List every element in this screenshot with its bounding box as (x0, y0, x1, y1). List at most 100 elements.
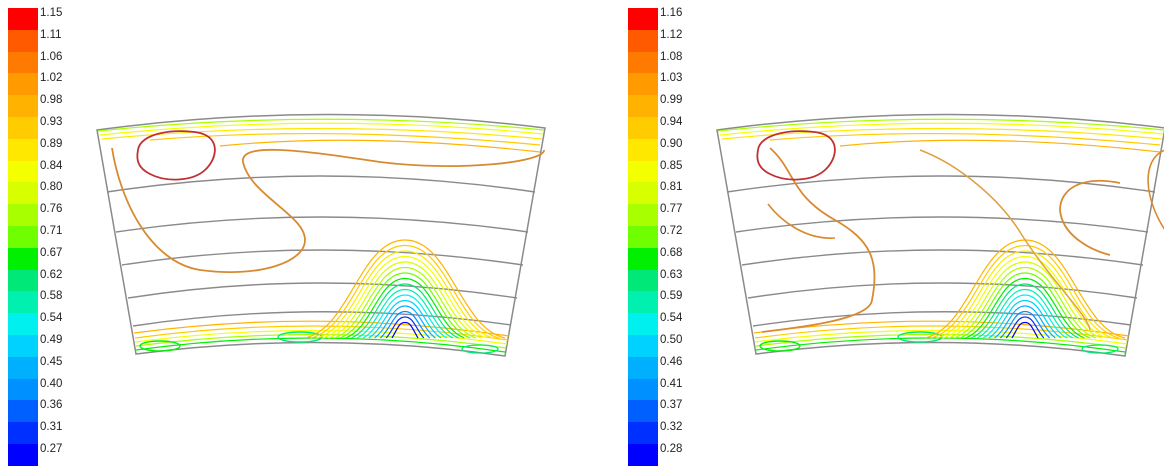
colorbar-tick-label: 1.16 (660, 7, 683, 19)
colorbar-tick-label: 0.76 (40, 203, 63, 216)
colorbar-swatch (8, 335, 38, 358)
colorbar-tick-label: 0.37 (660, 399, 683, 412)
colorbar-swatch (628, 335, 658, 358)
contour-line (754, 325, 1129, 341)
contour-blob (759, 340, 801, 352)
colorbar-tick-label: 0.80 (40, 181, 63, 194)
colorbar-swatch (8, 95, 38, 118)
contour-line-mid (1147, 149, 1164, 230)
colorbar-swatch (8, 160, 38, 183)
contour-line (149, 132, 541, 146)
contour-line-high (756, 130, 836, 181)
contour-blob (277, 331, 323, 343)
grid-arc (132, 311, 512, 327)
contour-line (328, 261, 482, 339)
contour-line (755, 337, 1126, 353)
colorbar-tick-label: 0.90 (660, 137, 683, 150)
colorbar-tick-label: 0.36 (40, 399, 63, 412)
contour-line (976, 288, 1074, 339)
contour-line (101, 127, 543, 140)
colorbar-tick-label: 0.31 (40, 421, 63, 434)
contour-line (322, 255, 488, 339)
colorbar-swatch (8, 313, 38, 336)
contour-plot-right (716, 113, 1164, 357)
colorbar-swatch (8, 117, 38, 140)
contour-line (936, 250, 1114, 339)
contour-line (133, 320, 510, 337)
grid-arc (752, 311, 1132, 327)
colorbar-swatch (8, 182, 38, 205)
colorbar-swatch (628, 138, 658, 162)
contour-line (219, 139, 541, 153)
colorbar-tick-label: 1.12 (660, 28, 683, 41)
colorbar-swatch (8, 73, 38, 96)
colorbar-tick-label: 1.08 (660, 50, 683, 63)
colorbar-tick-label: 0.89 (40, 137, 63, 150)
colorbar-swatch (628, 378, 658, 401)
colorbar-swatch (628, 8, 658, 31)
contour-plot-left (96, 113, 546, 357)
colorbar-swatch (628, 95, 658, 118)
contour-line (304, 239, 506, 339)
colorbar-tick-label: 0.93 (40, 116, 63, 128)
grid-arc (741, 249, 1144, 266)
colorbar-swatch (8, 29, 38, 53)
colorbar-tick-label: 1.02 (40, 72, 63, 85)
grid-arc (106, 175, 536, 193)
colorbar-swatch (628, 182, 658, 205)
contour-line (351, 283, 459, 339)
colorbar-tick-label: 1.15 (40, 7, 63, 19)
contour-line (356, 288, 454, 339)
contour-group (716, 113, 1164, 357)
colorbar-tick-label: 0.63 (660, 268, 683, 281)
colorbar-tick-label: 0.99 (660, 94, 683, 107)
contour-line (769, 132, 1161, 146)
colorbar-swatch (8, 138, 38, 162)
colorbar-tick-label: 0.50 (660, 334, 683, 346)
colorbar-tick-label: 0.68 (660, 246, 683, 259)
contour-line (135, 337, 506, 353)
colorbar-tick-label: 0.84 (40, 159, 63, 172)
contour-line (999, 310, 1051, 339)
colorbar-tick-label: 0.58 (40, 290, 63, 303)
contour-line (333, 266, 477, 339)
colorbar-tick-label: 0.85 (660, 159, 683, 172)
colorbar-tick-label: 0.28 (660, 443, 683, 455)
grid-arc (726, 175, 1156, 193)
colorbar-swatch (628, 400, 658, 423)
colorbar-tick-label: 0.49 (40, 334, 63, 346)
colorbar-tick-label: 0.71 (40, 225, 63, 237)
colorbar-tick-label: 0.77 (660, 203, 683, 216)
panel-left: 1.15 1.11 1.06 1.02 0.98 0.93 0.89 0.84 0.80 0.76… (0, 0, 582, 466)
colorbar-swatch (8, 8, 38, 31)
contour-line (719, 122, 1164, 136)
colorbar-swatch (628, 226, 658, 249)
colorbar-tick-label: 0.27 (40, 443, 63, 455)
colorbar-tick-label: 0.67 (40, 246, 63, 259)
contour-line (368, 299, 442, 339)
colorbar-tick-label: 1.03 (660, 72, 683, 85)
contour-blob (139, 340, 181, 352)
contour-line (839, 139, 1161, 153)
colorbar-tick-label: 0.54 (660, 312, 683, 325)
grid-arc (747, 282, 1138, 299)
contour-group (96, 113, 546, 357)
contour-line (959, 272, 1091, 339)
contour-blob (461, 344, 499, 354)
contour-line-mid (111, 147, 545, 273)
colorbar-tick-label: 0.54 (40, 312, 63, 325)
colorbar-tick-label: 0.81 (660, 181, 683, 194)
colorbar-tick-label: 1.06 (40, 50, 63, 63)
colorbar-swatch (628, 356, 658, 380)
contour-line (717, 118, 1164, 132)
contour-blob (1081, 344, 1119, 354)
domain-outline (96, 113, 546, 357)
contour-line (988, 299, 1062, 339)
colorbar-swatch (8, 422, 38, 445)
colorbar-tick-label: 0.46 (660, 355, 683, 368)
contour-line (97, 118, 545, 132)
contour-line (1011, 321, 1039, 339)
colorbar-swatch (8, 378, 38, 401)
colorbar-swatch (628, 291, 658, 314)
contour-line-mid (1059, 179, 1121, 256)
